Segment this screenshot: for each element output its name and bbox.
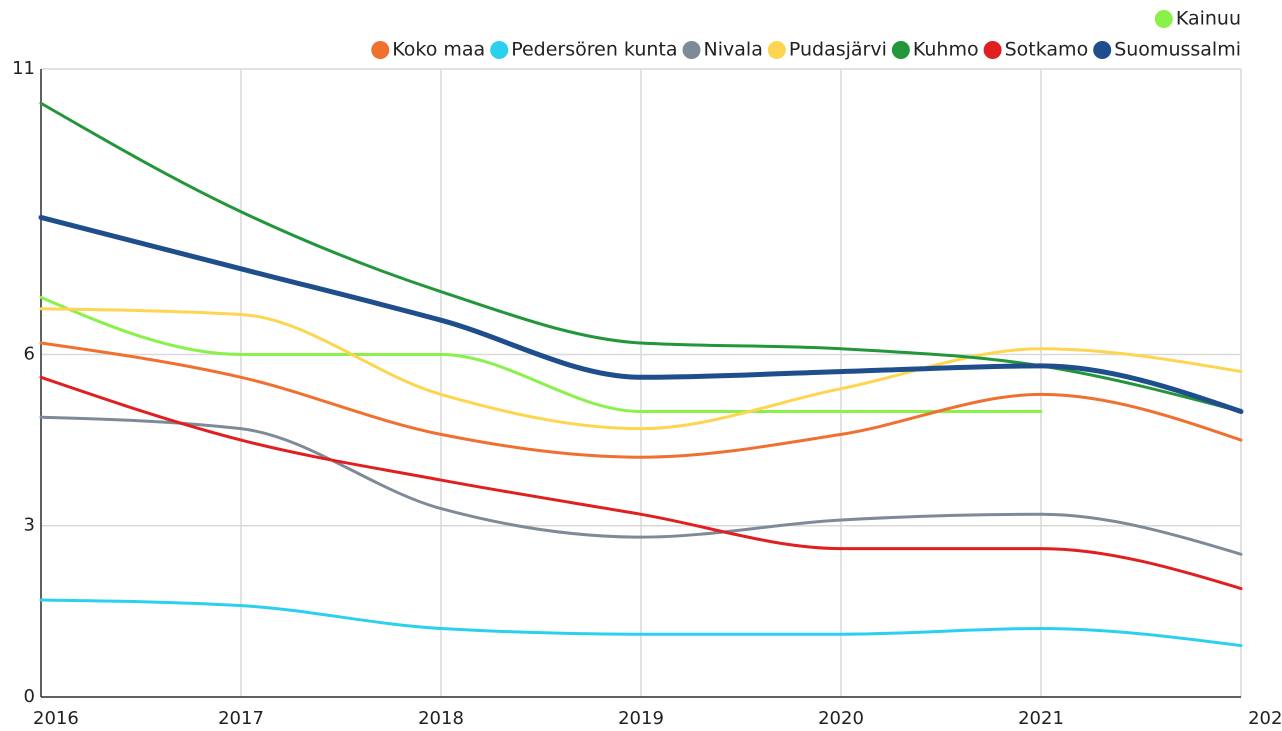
legend-marker xyxy=(682,41,701,59)
y-tick-label: 11 xyxy=(12,58,35,79)
y-tick-label: 0 xyxy=(24,686,35,707)
legend-label: Kuhmo xyxy=(913,39,979,61)
x-tick-label: 2021 xyxy=(1018,708,1064,729)
x-tick-label: 2016 xyxy=(33,708,79,729)
legend-label: Sotkamo xyxy=(1005,39,1089,61)
series-line xyxy=(39,415,1243,556)
legend-label: Koko maa xyxy=(392,39,485,61)
x-tick-label: 2022 xyxy=(1248,708,1282,729)
series-line xyxy=(39,307,1243,431)
y-tick-label: 6 xyxy=(24,343,35,364)
series-line xyxy=(39,375,1243,591)
series-line xyxy=(39,598,1243,648)
x-tick-label: 2018 xyxy=(418,708,464,729)
x-tick-label: 2020 xyxy=(818,708,864,729)
legend-marker xyxy=(371,41,390,59)
legend-label: Pudasjärvi xyxy=(789,39,887,61)
legend-label: Suomussalmi xyxy=(1114,39,1241,61)
legend-label: Kainuu xyxy=(1176,8,1241,30)
legend-marker xyxy=(767,41,786,59)
y-tick-label: 3 xyxy=(24,515,35,536)
x-tick-label: 2017 xyxy=(218,708,264,729)
legend-marker xyxy=(490,41,509,59)
series-line xyxy=(38,214,1244,415)
series-line xyxy=(39,341,1243,459)
x-tick-label: 2019 xyxy=(618,708,664,729)
legend-marker xyxy=(1093,41,1112,59)
legend-marker xyxy=(983,41,1002,59)
legend-label: Pedersören kunta xyxy=(511,39,677,61)
legend-marker xyxy=(891,41,910,59)
series-line xyxy=(39,295,1043,414)
legend-label: Nivala xyxy=(704,39,763,61)
legend-marker xyxy=(1154,10,1173,28)
